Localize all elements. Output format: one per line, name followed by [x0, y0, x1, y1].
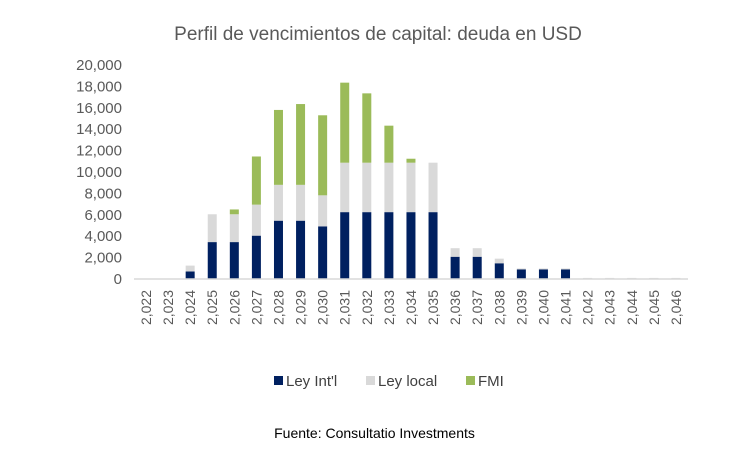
- bar-segment-ley-int-l: [251, 235, 261, 279]
- bar-segment-ley-local: [516, 268, 526, 270]
- legend-swatch: [466, 376, 475, 385]
- x-tick-label: 2,026: [226, 290, 242, 325]
- bar-segment-ley-int-l: [229, 242, 239, 279]
- x-tick-label: 2,042: [580, 290, 596, 325]
- y-tick-label: 8,000: [84, 185, 122, 202]
- x-tick-label: 2,044: [624, 290, 640, 325]
- y-tick-label: 0: [114, 271, 122, 288]
- x-tick-label: 2,032: [359, 290, 375, 325]
- x-tick-label: 2,029: [293, 290, 309, 325]
- legend-swatch: [366, 376, 375, 385]
- bar-segment-ley-int-l: [538, 269, 548, 279]
- bar-segment-fmi: [251, 156, 261, 205]
- bar-segment-ley-int-l: [406, 212, 416, 279]
- bar-segment-ley-local: [362, 162, 372, 213]
- x-tick-label: 2,041: [558, 290, 574, 325]
- x-tick-label: 2,028: [270, 290, 286, 325]
- y-tick-label: 2,000: [84, 250, 122, 267]
- bar-segment-ley-local: [384, 162, 394, 213]
- bar-segment-ley-int-l: [362, 212, 372, 279]
- bar-segment-ley-local: [229, 214, 239, 243]
- bar-segment-ley-local: [494, 258, 504, 264]
- x-tick-label: 2,034: [403, 290, 419, 325]
- bar-segment-ley-local: [406, 162, 416, 213]
- bar-segment-ley-int-l: [384, 212, 394, 279]
- x-tick-label: 2,023: [160, 290, 176, 325]
- y-tick-label: 16,000: [76, 100, 122, 117]
- y-tick-label: 20,000: [76, 57, 122, 74]
- bar-segment-ley-int-l: [185, 271, 195, 279]
- bar-segment-ley-local: [207, 214, 217, 243]
- chart-title: Perfil de vencimientos de capital: deuda…: [174, 24, 582, 45]
- bar-segment-fmi: [406, 158, 416, 163]
- x-tick-label: 2,046: [668, 290, 684, 325]
- bar-segment-ley-int-l: [561, 269, 571, 279]
- bar-segment-ley-int-l: [207, 242, 217, 279]
- x-tick-label: 2,038: [491, 290, 507, 325]
- bar-segment-ley-int-l: [318, 226, 328, 279]
- bar-segment-ley-local: [251, 204, 261, 236]
- bar-segment-fmi: [318, 115, 328, 196]
- x-tick-label: 2,030: [315, 290, 331, 325]
- bar-segment-ley-local: [296, 184, 306, 221]
- x-tick-label: 2,040: [535, 290, 551, 325]
- legend: Ley Int'l Ley local FMI: [274, 373, 504, 390]
- x-tick-label: 2,022: [138, 290, 154, 325]
- bar-segment-ley-int-l: [340, 212, 350, 279]
- x-tick-label: 2,027: [248, 290, 264, 325]
- bar-segment-ley-local: [450, 248, 460, 257]
- x-tick-label: 2,033: [381, 290, 397, 325]
- y-tick-label: 6,000: [84, 207, 122, 224]
- y-tick-label: 4,000: [84, 228, 122, 245]
- x-tick-label: 2,035: [425, 290, 441, 325]
- bar-segment-fmi: [229, 209, 239, 215]
- y-tick-label: 12,000: [76, 143, 122, 160]
- y-axis: 0 2,000 4,000 6,000 8,000 10,000 12,000 14,000 1…: [76, 57, 122, 288]
- bar-segment-ley-int-l: [428, 212, 438, 279]
- legend-label: Ley local: [378, 373, 437, 390]
- bar-segment-fmi: [340, 82, 350, 163]
- y-tick-label: 18,000: [76, 78, 122, 95]
- x-tick-label: 2,024: [182, 290, 198, 325]
- bar-segment-fmi: [296, 104, 306, 185]
- bar-segment-ley-int-l: [516, 269, 526, 279]
- bar-segment-fmi: [362, 93, 372, 163]
- bar-segment-fmi: [273, 109, 283, 185]
- bars: [185, 82, 681, 280]
- bar-segment-ley-local: [318, 195, 328, 227]
- bar-segment-ley-int-l: [494, 263, 504, 279]
- bar-segment-ley-local: [273, 184, 283, 221]
- bar-segment-ley-int-l: [472, 256, 482, 279]
- bar-segment-ley-int-l: [296, 220, 306, 279]
- x-axis: 2,022 2,023 2,024 2,025 2,026 2,027 2,028 2,029…: [138, 290, 684, 325]
- y-tick-label: 10,000: [76, 164, 122, 181]
- x-tick-label: 2,036: [447, 290, 463, 325]
- y-tick-label: 14,000: [76, 121, 122, 138]
- bar-segment-ley-local: [561, 268, 571, 270]
- bar-segment-ley-local: [185, 265, 195, 272]
- bar-segment-ley-local: [538, 268, 548, 270]
- x-tick-label: 2,045: [646, 290, 662, 325]
- x-tick-label: 2,039: [513, 290, 529, 325]
- bar-segment-ley-local: [340, 162, 350, 213]
- legend-label: Ley Int'l: [286, 373, 337, 390]
- bar-segment-ley-local: [428, 162, 438, 213]
- x-tick-label: 2,043: [602, 290, 618, 325]
- legend-swatch: [274, 376, 283, 385]
- source-note: Fuente: Consultatio Investments: [274, 425, 475, 441]
- x-tick-label: 2,031: [337, 290, 353, 325]
- bar-segment-fmi: [384, 125, 394, 163]
- bar-segment-ley-int-l: [273, 220, 283, 279]
- bar-segment-ley-local: [472, 248, 482, 257]
- legend-label: FMI: [478, 373, 504, 390]
- x-tick-label: 2,025: [204, 290, 220, 325]
- x-tick-label: 2,037: [469, 290, 485, 325]
- bar-segment-ley-int-l: [450, 256, 460, 279]
